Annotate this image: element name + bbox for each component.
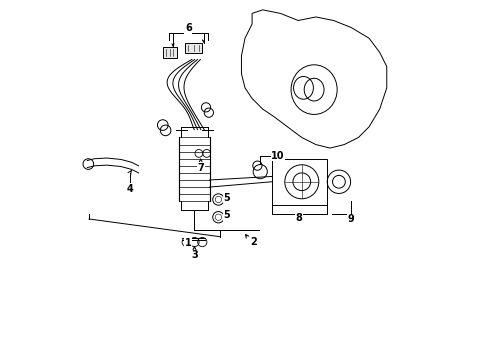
Text: 7: 7 <box>197 163 204 172</box>
Text: 5: 5 <box>223 193 230 203</box>
Text: 9: 9 <box>347 214 354 224</box>
Bar <box>163 47 177 58</box>
Text: 1: 1 <box>185 238 192 248</box>
Text: 10: 10 <box>271 151 285 161</box>
Text: 8: 8 <box>295 213 302 223</box>
Text: 2: 2 <box>250 237 257 247</box>
Text: 6: 6 <box>185 23 192 33</box>
Text: 3: 3 <box>191 251 198 261</box>
Text: 4: 4 <box>126 184 133 194</box>
Bar <box>271 159 326 205</box>
Text: 5: 5 <box>223 211 230 220</box>
Bar <box>185 43 202 53</box>
